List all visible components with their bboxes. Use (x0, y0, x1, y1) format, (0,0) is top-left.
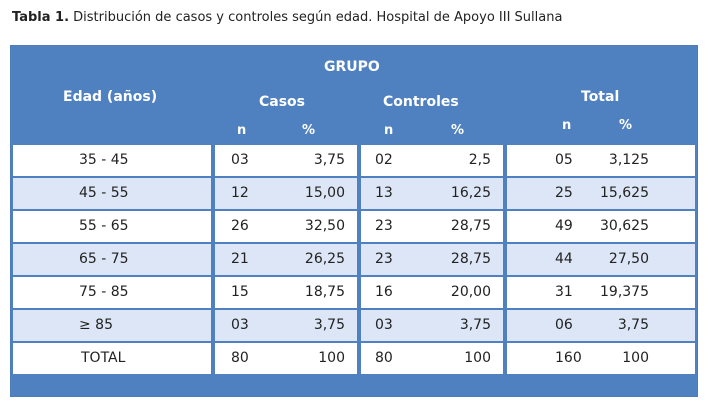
ctrl-cell-bg: 13 16,25 (361, 178, 503, 209)
casos-pct-cell: 15,00 (304, 185, 345, 201)
header-ctrl-n: n (384, 123, 394, 138)
age-cell: 75 - 85 (79, 284, 129, 300)
ctrl-cell-bg: 23 28,75 (361, 244, 503, 275)
data-table: GRUPO Edad (años) Casos Controles Total … (10, 45, 698, 397)
tot-pct-cell: 100 (622, 350, 649, 366)
ctrl-cell-bg: 23 28,75 (361, 211, 503, 242)
casos-n-cell: 80 (231, 350, 249, 366)
tot-cell-bg: 31 19,375 (507, 277, 695, 308)
age-cell: 45 - 55 (79, 185, 129, 201)
tot-n-cell: 160 (555, 350, 582, 366)
casos-pct-cell: 100 (318, 350, 345, 366)
casos-cell-bg: 03 3,75 (215, 310, 357, 341)
casos-pct-cell: 3,75 (313, 152, 345, 168)
ctrl-cell-bg: 03 3,75 (361, 310, 503, 341)
tot-n-cell: 05 (555, 152, 573, 168)
table-row: ≥ 85 03 3,75 03 3,75 06 3,75 (11, 309, 697, 342)
ctrl-pct-cell: 28,75 (450, 218, 491, 234)
tot-pct-cell: 19,375 (600, 284, 649, 300)
ctrl-cell-bg: 02 2,5 (361, 145, 503, 176)
casos-cell-bg: 12 15,00 (215, 178, 357, 209)
table-row: 45 - 55 12 15,00 13 16,25 25 15,625 (11, 177, 697, 210)
caption-text: Distribución de casos y controles según … (73, 10, 563, 25)
casos-n-cell: 15 (231, 284, 249, 300)
casos-n-cell: 26 (231, 218, 249, 234)
table-row: 55 - 65 26 32,50 23 28,75 49 30,625 (11, 210, 697, 243)
casos-n-cell: 03 (231, 152, 249, 168)
casos-pct-cell: 18,75 (304, 284, 345, 300)
casos-pct-cell: 26,25 (304, 251, 345, 267)
age-cell-bg: ≥ 85 (13, 310, 211, 341)
ctrl-n-cell: 13 (375, 185, 393, 201)
casos-cell-bg: 26 32,50 (215, 211, 357, 242)
ctrl-n-cell: 16 (375, 284, 393, 300)
table-row: 65 - 75 21 26,25 23 28,75 44 27,50 (11, 243, 697, 276)
tot-pct-cell: 30,625 (600, 218, 649, 234)
header-edad: Edad (años) (63, 89, 158, 105)
tot-cell-bg: 49 30,625 (507, 211, 695, 242)
caption-label: Tabla 1. (12, 10, 70, 25)
header-controles: Controles (383, 94, 459, 110)
tot-cell-bg: 44 27,50 (507, 244, 695, 275)
header-casos-pct: % (302, 123, 316, 138)
casos-cell-bg: 03 3,75 (215, 145, 357, 176)
ctrl-pct-cell: 3,75 (459, 317, 491, 333)
casos-n-cell: 12 (231, 185, 249, 201)
tot-n-cell: 06 (555, 317, 573, 333)
tot-cell-bg: 25 15,625 (507, 178, 695, 209)
age-cell-bg: 45 - 55 (13, 178, 211, 209)
age-cell: 55 - 65 (79, 218, 129, 234)
ctrl-n-cell: 23 (375, 218, 393, 234)
ctrl-n-cell: 23 (375, 251, 393, 267)
age-cell: 65 - 75 (79, 251, 129, 267)
table-row: 35 - 45 03 3,75 02 2,5 05 3,125 (11, 144, 697, 177)
age-cell-bg: TOTAL (13, 343, 211, 374)
tot-cell-bg: 06 3,75 (507, 310, 695, 341)
table-row: TOTAL 80 100 80 100 160 100 (11, 342, 697, 375)
tot-pct-cell: 15,625 (600, 185, 649, 201)
ctrl-n-cell: 03 (375, 317, 393, 333)
casos-cell-bg: 80 100 (215, 343, 357, 374)
ctrl-n-cell: 80 (375, 350, 393, 366)
tot-n-cell: 31 (555, 284, 573, 300)
age-cell-bg: 75 - 85 (13, 277, 211, 308)
tot-n-cell: 44 (555, 251, 573, 267)
age-cell: 35 - 45 (79, 152, 129, 168)
header-grupo: GRUPO (324, 59, 380, 75)
ctrl-pct-cell: 2,5 (468, 152, 491, 168)
ctrl-cell-bg: 80 100 (361, 343, 503, 374)
age-cell-bg: 65 - 75 (13, 244, 211, 275)
casos-pct-cell: 3,75 (313, 317, 345, 333)
header-tot-n: n (562, 118, 572, 133)
table-row: 75 - 85 15 18,75 16 20,00 31 19,375 (11, 276, 697, 309)
casos-pct-cell: 32,50 (304, 218, 345, 234)
age-cell-bg: 35 - 45 (13, 145, 211, 176)
ctrl-cell-bg: 16 20,00 (361, 277, 503, 308)
header-casos-n: n (237, 123, 247, 138)
header-casos: Casos (259, 94, 306, 110)
age-cell: TOTAL (81, 350, 126, 366)
tot-pct-cell: 3,75 (617, 317, 649, 333)
header-tot-pct: % (619, 118, 633, 133)
tot-n-cell: 49 (555, 218, 573, 234)
tot-cell-bg: 160 100 (507, 343, 695, 374)
casos-cell-bg: 21 26,25 (215, 244, 357, 275)
header-ctrl-pct: % (451, 123, 465, 138)
ctrl-n-cell: 02 (375, 152, 393, 168)
casos-cell-bg: 15 18,75 (215, 277, 357, 308)
ctrl-pct-cell: 100 (464, 350, 491, 366)
ctrl-pct-cell: 16,25 (450, 185, 491, 201)
tot-pct-cell: 27,50 (608, 251, 649, 267)
age-cell: ≥ 85 (79, 317, 113, 333)
age-cell-bg: 55 - 65 (13, 211, 211, 242)
casos-n-cell: 21 (231, 251, 249, 267)
table-caption: Tabla 1. Distribución de casos y control… (12, 10, 562, 25)
tot-cell-bg: 05 3,125 (507, 145, 695, 176)
ctrl-pct-cell: 20,00 (450, 284, 491, 300)
tot-n-cell: 25 (555, 185, 573, 201)
tot-pct-cell: 3,125 (608, 152, 649, 168)
header-total: Total (581, 89, 620, 105)
casos-n-cell: 03 (231, 317, 249, 333)
ctrl-pct-cell: 28,75 (450, 251, 491, 267)
